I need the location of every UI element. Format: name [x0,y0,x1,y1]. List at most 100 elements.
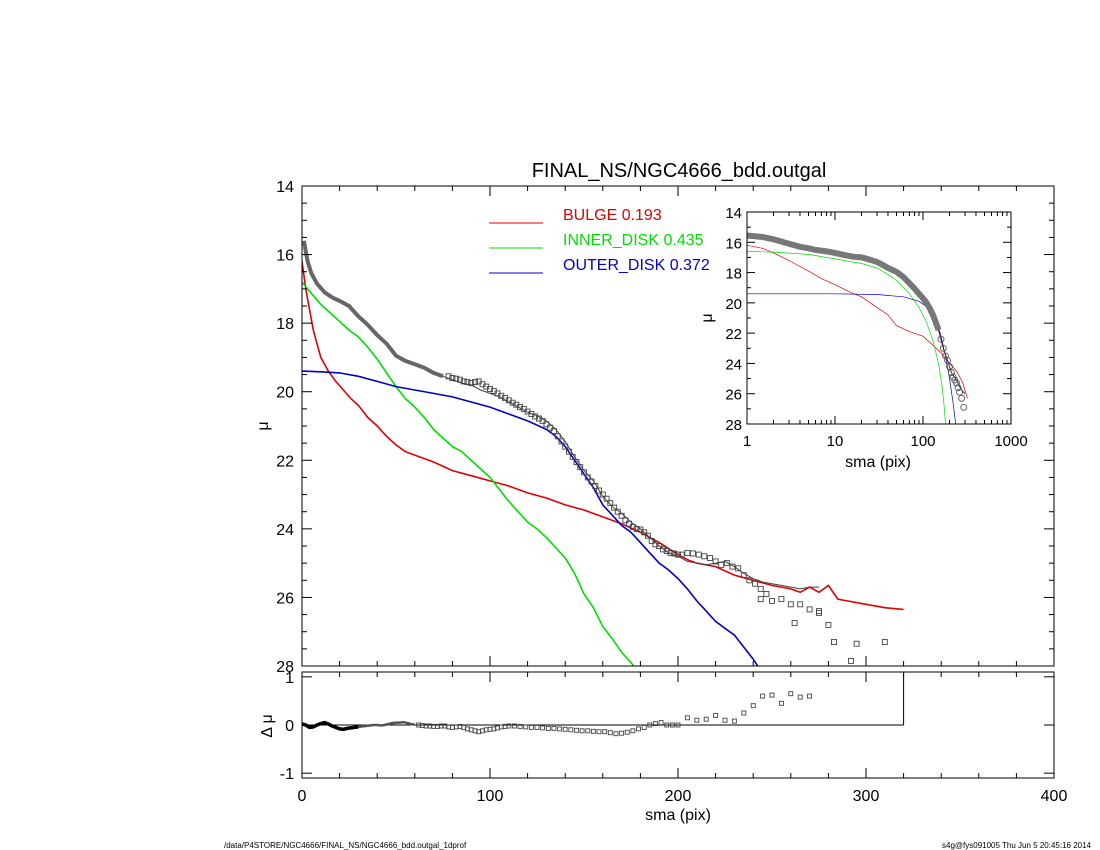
data-point [763,591,770,597]
data-point [550,428,557,435]
y-tick-label: 20 [276,385,294,402]
inset-plot: 1 10 100 1000 14 16 18 20 22 24 26 28 μ sma (pix) [699,205,1028,471]
data-point [633,525,640,532]
data-point [622,517,629,524]
inset-inner-disk-line [747,251,946,424]
data-point [791,620,798,627]
residual-point [630,728,636,734]
residual-point [652,721,658,727]
data-point [663,548,670,555]
residual-point [641,724,647,730]
data-point [592,483,599,489]
data-point [543,421,550,428]
residual-point [778,700,784,706]
data-point [881,639,888,645]
residual-point [574,727,579,733]
data-point [445,373,452,380]
data-point [509,399,516,406]
data-point [752,580,759,587]
residual-point [607,730,613,736]
data-point [825,621,832,628]
residual-point [619,730,625,736]
data-point [618,512,625,519]
inset-data-point [944,356,951,364]
residual-point [613,731,619,737]
inset-data-point [947,369,955,376]
footer-timestamp: s4g@fys091005 Thu Jun 5 20:45:16 2014 [942,841,1092,850]
inset-y-tick-label: 16 [725,235,742,252]
residual-point [636,726,641,732]
inset-data-point [946,363,953,370]
data-point [460,378,467,385]
data-point [644,532,651,539]
data-point [652,541,659,548]
data-point [831,639,837,645]
residual-point [602,729,608,735]
x-tick-label: 200 [665,788,692,805]
inset-y-tick-label: 24 [725,356,742,373]
data-point [554,433,561,440]
residual-point [540,725,546,731]
data-point [729,563,736,570]
data-point [607,500,614,507]
inset-data-band [747,232,942,332]
residual-point [675,722,681,728]
data-point [558,438,565,445]
residual-y-axis-label: Δ μ [259,714,276,737]
y-tick-label: 24 [276,522,294,539]
y-tick-label: 18 [276,316,294,333]
residual-point [807,693,813,699]
residual-point [760,693,766,699]
inset-data-point [939,344,947,352]
x-tick-label: 400 [1041,788,1068,805]
model-line [303,240,819,590]
data-point [577,464,584,471]
residual-point [590,728,596,734]
outer-disk-line [302,370,759,666]
residual-point [647,722,653,728]
inset-x-axis-label: sma (pix) [845,454,911,471]
main-plot: 14 16 18 20 22 24 26 28 μ BULGE 0.193 INNER_DISK… [255,179,1055,676]
inset-y-tick-label: 20 [725,296,742,313]
residual-point [517,723,523,729]
data-point [848,657,854,664]
residual-point [506,723,512,729]
data-point [641,529,648,536]
legend-label-bulge: BULGE 0.193 [563,207,662,224]
data-point [690,550,696,557]
residual-point [511,723,517,729]
data-point [712,558,719,565]
y-tick-label: 22 [276,453,294,470]
data-point [684,549,691,556]
footer-path: /data/P4STORE/NGC4666/FINAL_NS/NGC4666_b… [224,841,467,850]
residual-point [579,728,585,734]
data-point [757,585,764,592]
data-point [562,443,569,450]
data-point [746,577,753,584]
y-tick-label: 28 [276,659,294,676]
data-point [675,551,681,558]
data-point [573,459,580,465]
data-point [787,601,794,608]
bulge-line [302,261,904,611]
inset-x-tick-label: 100 [910,433,935,450]
data-point [660,546,666,553]
inset-bulge-line [747,244,968,399]
residual-point [545,725,551,731]
data-point [539,417,546,424]
inset-y-tick-label: 18 [725,266,742,283]
inset-data-point [942,352,949,360]
inset-y-tick-label: 22 [725,326,742,343]
legend-label-inner-disk: INNER_DISK 0.435 [563,232,704,249]
residual-point [722,717,728,723]
data-point [588,478,595,485]
data-point [547,424,554,431]
residual-point [669,722,675,728]
data-point [629,524,636,531]
data-point [614,508,621,515]
data-point [769,597,775,604]
y-tick-label: 14 [276,179,294,196]
residual-band [302,720,359,732]
